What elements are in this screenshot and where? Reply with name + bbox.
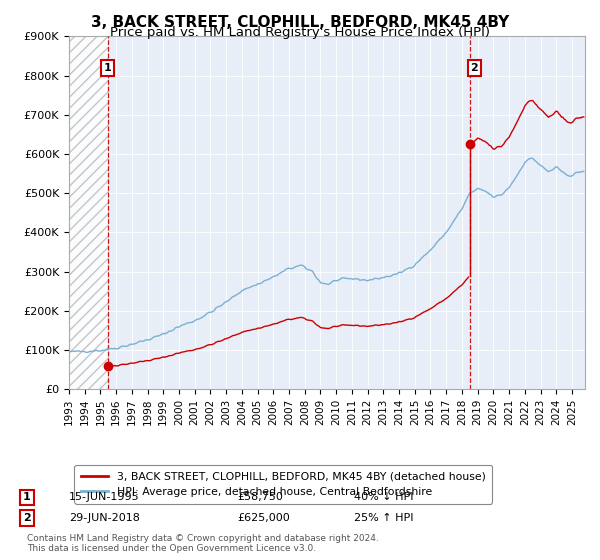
Text: 29-JUN-2018: 29-JUN-2018 — [69, 513, 140, 523]
Text: Price paid vs. HM Land Registry's House Price Index (HPI): Price paid vs. HM Land Registry's House … — [110, 26, 490, 39]
Text: 1: 1 — [23, 492, 31, 502]
Text: £58,750: £58,750 — [237, 492, 283, 502]
Text: £625,000: £625,000 — [237, 513, 290, 523]
Bar — [69, 36, 107, 389]
Text: Contains HM Land Registry data © Crown copyright and database right 2024.
This d: Contains HM Land Registry data © Crown c… — [27, 534, 379, 553]
Text: 2: 2 — [470, 63, 478, 73]
Text: 1: 1 — [104, 63, 112, 73]
Text: 25% ↑ HPI: 25% ↑ HPI — [354, 513, 413, 523]
Text: 15-JUN-1995: 15-JUN-1995 — [69, 492, 140, 502]
Text: 40% ↓ HPI: 40% ↓ HPI — [354, 492, 413, 502]
Text: 2: 2 — [23, 513, 31, 523]
Legend: 3, BACK STREET, CLOPHILL, BEDFORD, MK45 4BY (detached house), HPI: Average price: 3, BACK STREET, CLOPHILL, BEDFORD, MK45 … — [74, 465, 492, 503]
Text: 3, BACK STREET, CLOPHILL, BEDFORD, MK45 4BY: 3, BACK STREET, CLOPHILL, BEDFORD, MK45 … — [91, 15, 509, 30]
